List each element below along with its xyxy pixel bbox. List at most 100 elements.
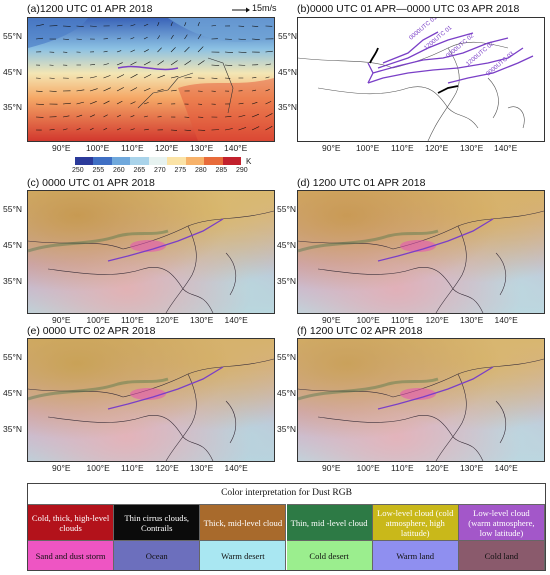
wind-arrow (89, 76, 97, 79)
legend-swatch: Low-level cloud (warm atmosphere, low la… (458, 504, 545, 540)
lat-label: 35°N (3, 102, 22, 112)
lon-label: 120°E (155, 143, 179, 153)
lat-label: 35°N (3, 424, 22, 434)
colorbar-tick-label: 250 (72, 167, 84, 174)
wind-arrow (89, 64, 96, 66)
wind-arrow (116, 24, 123, 27)
wind-arrow (265, 113, 273, 118)
wind-arrow (157, 35, 161, 40)
wind-arrow (49, 90, 57, 92)
colorbar-segment (148, 157, 168, 165)
wind-arrow (116, 127, 121, 131)
colorbar-tick-label: 260 (113, 167, 125, 174)
lon-label: 140°E (224, 143, 248, 153)
wind-arrow (143, 115, 148, 118)
wind-arrow (89, 114, 95, 118)
lat-label: 35°N (277, 276, 296, 286)
wind-arrow (103, 87, 111, 92)
wind-arrow (224, 116, 232, 118)
wind-arrow (103, 63, 109, 66)
colorbar-segment (93, 157, 112, 165)
lat-label: 55°N (3, 31, 22, 41)
wind-arrow (170, 22, 173, 27)
lat-label: 35°N (277, 424, 296, 434)
lon-label: 90°E (52, 463, 71, 473)
lon-label: 110°E (391, 315, 414, 325)
wind-arrow (76, 114, 83, 118)
wind-arrow (224, 128, 233, 131)
wind-arrow (184, 129, 192, 131)
wind-arrow (184, 22, 187, 27)
wind-arrow (143, 23, 149, 27)
wind-arrow (116, 62, 123, 66)
wind-arrow (157, 74, 165, 79)
wind-arrow (103, 100, 110, 105)
lat-label: 55°N (3, 204, 22, 214)
wind-arrow (184, 60, 192, 66)
wind-arrow (157, 47, 162, 53)
wind-arrow (143, 102, 149, 105)
wind-arrow (76, 25, 84, 28)
colorbar-tick-label: 285 (215, 167, 228, 174)
lon-label: 120°E (425, 315, 449, 325)
wind-arrow (251, 77, 257, 79)
panel-e-title: (e) 0000 UTC 02 APR 2018 (27, 325, 156, 337)
wind-arrow (62, 128, 68, 131)
trajectory-label: 0000UTC 03 (485, 51, 515, 78)
wind-arrow (224, 64, 233, 67)
wind-arrow (251, 113, 260, 118)
wind-arrow (143, 74, 152, 79)
colorbar (75, 157, 241, 165)
lon-label: 120°E (155, 315, 179, 325)
wind-arrow (130, 37, 135, 40)
legend-title: Color interpretation for Dust RGB (221, 488, 352, 498)
wind-arrow (157, 102, 162, 105)
wind-arrow (197, 33, 202, 40)
lon-label: 130°E (190, 143, 214, 153)
wind-arrow (103, 75, 111, 79)
panel-b-title: (b)0000 UTC 01 APR—0000 UTC 03 APR 2018 (297, 3, 520, 15)
wind-arrow (116, 100, 123, 105)
wind-arrow (143, 87, 151, 92)
legend-swatch: Warm desert (200, 540, 287, 570)
wind-arrow (170, 60, 178, 66)
wind-arrow (76, 101, 84, 105)
wind-arrow (224, 51, 233, 54)
colorbar-tick-label: 255 (92, 167, 105, 174)
wind-arrow (103, 50, 108, 53)
legend-swatch: Low-level cloud (cold atmosphere, high l… (372, 504, 459, 540)
lon-label: 100°E (356, 463, 380, 473)
panel-c-title: (c) 0000 UTC 01 APR 2018 (27, 177, 155, 189)
lon-label: 100°E (356, 315, 380, 325)
wind-arrow (62, 38, 69, 40)
panel-e-dust-rgb-image (27, 338, 275, 462)
lat-label: 55°N (3, 352, 22, 362)
wind-arrow (251, 102, 258, 105)
trajectory-map: 0000UTC 01 1200UTC 01 0000UTC 02 1200UTC… (298, 18, 534, 141)
trajectory-line (117, 65, 179, 71)
lon-label: 130°E (460, 143, 484, 153)
wind-arrow (143, 36, 148, 40)
wind-arrow (130, 61, 137, 66)
legend-swatch: Thin cirrus clouds, Contrails (114, 504, 201, 540)
lon-label: 110°E (121, 315, 144, 325)
colorbar-segment (185, 157, 205, 165)
wind-arrow (184, 46, 190, 53)
wind-arrow (116, 87, 124, 92)
lon-label: 140°E (224, 463, 248, 473)
wind-arrow (62, 102, 71, 105)
wind-arrow (197, 21, 200, 27)
wind-arrow (130, 49, 136, 53)
panel-b-map: 0000UTC 01 1200UTC 01 0000UTC 02 1200UTC… (297, 17, 545, 142)
wind-arrow (238, 127, 247, 131)
lon-label: 130°E (190, 463, 214, 473)
wind-arrow (251, 38, 260, 40)
temperature-wind-field (28, 18, 274, 141)
lat-label: 45°N (277, 240, 296, 250)
colorbar-tick-label: 290 (236, 167, 248, 174)
colorbar-segment (111, 157, 131, 165)
wind-arrow (143, 49, 149, 53)
legend-swatch: Warm land (372, 540, 459, 570)
panel-f-dust-rgb-image (297, 338, 545, 462)
lon-label: 140°E (494, 463, 518, 473)
